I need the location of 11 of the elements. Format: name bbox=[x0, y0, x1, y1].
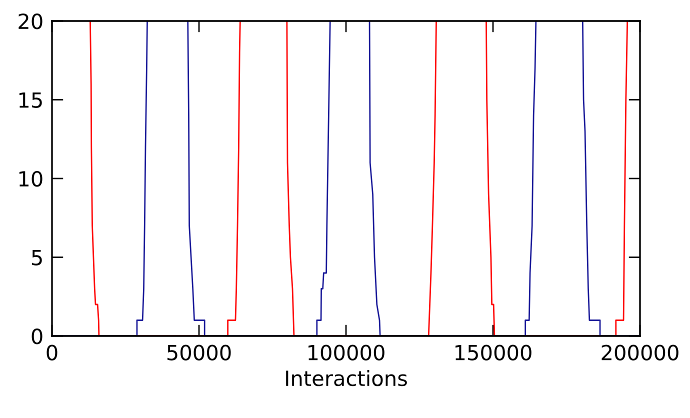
x-tick-label: 200000 bbox=[602, 344, 678, 360]
y-tick-label: 10 bbox=[19, 170, 42, 187]
y-tick-label: 20 bbox=[18, 13, 42, 30]
x-tick-label: 50000 bbox=[167, 344, 231, 360]
x-tick-label: 100000 bbox=[308, 344, 384, 360]
y-tick-label: 15 bbox=[19, 92, 42, 108]
x-tick-label: 0 bbox=[46, 344, 58, 360]
y-tick-label: 5 bbox=[32, 250, 42, 266]
y-tick-label: 0 bbox=[32, 328, 42, 344]
x-tick-label: 150000 bbox=[456, 344, 532, 360]
x-axis-title: Interactions bbox=[286, 370, 407, 386]
